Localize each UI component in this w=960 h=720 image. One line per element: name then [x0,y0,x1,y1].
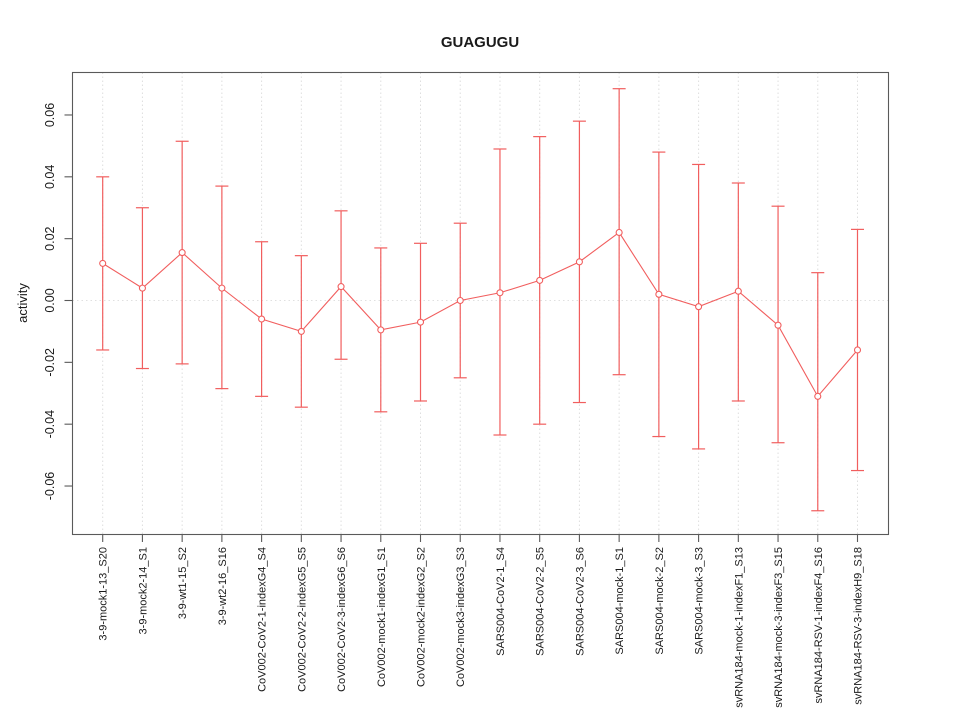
x-category-label: CoV002-CoV2-3-indexG6_S6 [336,547,348,692]
y-axis-title: activity [15,283,30,323]
x-category-label: CoV002-CoV2-1-indexG4_S4 [257,547,269,692]
x-category-label: 3-9-wt2-16_S16 [217,547,229,625]
x-category-label: CoV002-CoV2-2-indexG5_S5 [296,547,308,692]
x-category-label: SARS004-mock-3_S3 [694,547,706,655]
data-point [416,318,425,326]
x-category-label: svRNA184-RSV-3-indexH9_S18 [853,547,865,705]
plot-frame [71,71,890,536]
data-point [536,276,544,284]
x-category-label: 3-9-wt1-15_S2 [177,547,189,619]
y-tick-label: -0.04 [43,410,57,439]
data-point [655,290,663,298]
data-point [853,346,862,354]
data-point [99,259,107,267]
x-category-label: SARS004-CoV2-2_S5 [535,547,547,656]
x-category-label: SARS004-mock-2_S2 [654,547,666,655]
chart-layer: 3-9-mock1-13_S20 3-9-mock2-14_S1 3-9-wt1-1… [43,71,890,708]
data-point [218,284,226,292]
x-category-label: svRNA184-mock-1-indexF1_S13 [733,547,745,708]
y-tick-label: 0.04 [43,165,57,189]
series-line [102,231,858,398]
y-tick-label: -0.06 [43,472,57,501]
x-category-label: CoV002-mock1-indexG1_S1 [376,547,388,687]
data-point [258,315,266,323]
y-tick-label: 0.02 [43,226,57,250]
x-category-label: SARS004-mock-1_S1 [614,547,626,655]
data-point [774,321,782,329]
data-point [138,284,146,292]
data-point [297,327,305,335]
x-category-label: svRNA184-RSV-1-indexF4_S16 [813,547,825,704]
y-tick-label: -0.02 [43,348,57,377]
x-category-label: CoV002-mock3-indexG3_S3 [455,547,467,687]
data-point [575,258,583,266]
data-point [496,289,504,297]
x-category-label: CoV002-mock2-indexG2_S2 [416,547,428,687]
data-point [337,283,345,291]
data-point [456,296,464,305]
data-point [695,303,703,311]
data-point [615,228,623,237]
chart-title: GUAGUGU [441,34,519,51]
data-point [377,326,385,334]
y-tick-label: 0.06 [43,103,57,127]
x-category-label: SARS004-CoV2-3_S6 [574,547,586,656]
x-category-label: SARS004-CoV2-1_S4 [495,547,507,656]
data-point [814,392,822,400]
x-category-label: 3-9-mock1-13_S20 [98,547,110,641]
data-point [734,287,742,295]
x-category-label: svRNA184-mock-3-indexF3_S15 [773,547,785,708]
y-tick-label: 0.00 [43,288,57,312]
data-point [178,249,186,257]
x-category-label: 3-9-mock2-14_S1 [137,547,149,634]
